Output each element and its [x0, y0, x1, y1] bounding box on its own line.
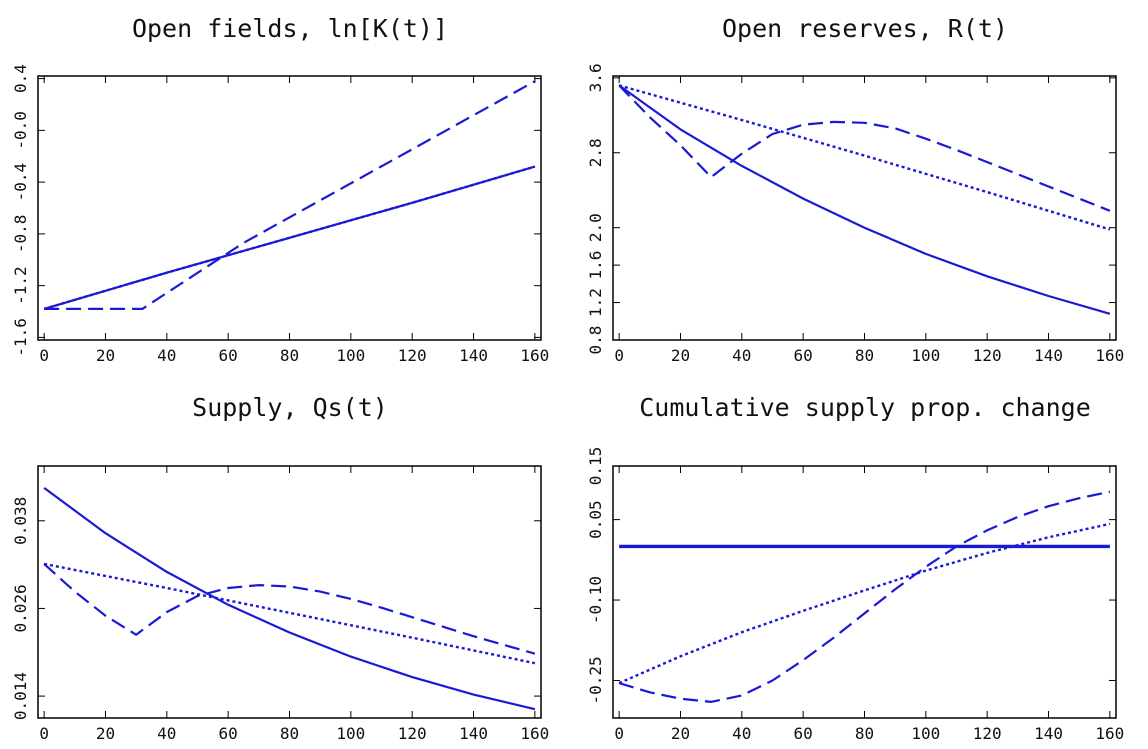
y-tick-label: 2.0 [586, 213, 605, 242]
y-tick-label: 0.8 [586, 326, 605, 355]
panel-supply: Supply, Qs(t) 0 20 40 60 80 100 120 140 160 0.014… [11, 393, 549, 743]
x-tick-label: 120 [973, 724, 1002, 743]
y-tick-label: 0.4 [11, 64, 30, 93]
panel-title: Open reserves, R(t) [722, 14, 1008, 43]
y-tick-label: 0.038 [11, 497, 30, 545]
y-tick-label: -1.6 [11, 318, 30, 357]
x-tick-label: 120 [973, 346, 1002, 365]
plot-frame [38, 466, 541, 718]
x-tick-label: 20 [671, 724, 690, 743]
x-tick-label: 140 [1034, 346, 1063, 365]
y-tick-label: -0.10 [586, 576, 605, 624]
x-tick-label: 20 [96, 346, 115, 365]
y-tick-label: 0.026 [11, 584, 30, 632]
x-tick-label: 0 [39, 346, 49, 365]
y-tick-label: -0.25 [586, 656, 605, 704]
plot-frame [613, 466, 1116, 718]
panel-title: Open fields, ln[K(t)] [132, 14, 448, 43]
plot-frame [38, 76, 541, 340]
x-tick-label: 20 [96, 724, 115, 743]
x-tick-label: 0 [614, 724, 624, 743]
y-tick-label: 1.6 [586, 251, 605, 280]
panel-title: Cumulative supply prop. change [639, 393, 1091, 422]
series-line-dashed [619, 492, 1110, 702]
y-tick-label: -1.2 [11, 266, 30, 305]
x-tick-label: 100 [911, 724, 940, 743]
y-tick-label: -0.0 [11, 111, 30, 150]
panel-title: Supply, Qs(t) [192, 393, 388, 422]
x-tick-label: 40 [157, 724, 176, 743]
y-tick-label: 3.6 [586, 63, 605, 92]
y-tick-label: 0.014 [11, 672, 30, 720]
x-tick-label: 80 [855, 346, 874, 365]
series-line-dashed [619, 85, 1110, 210]
panel-open-fields: Open fields, ln[K(t)] 0 20 40 60 80 100 120 140… [11, 14, 549, 365]
series-line-solid [619, 85, 1110, 313]
series-line-dotted [44, 564, 535, 663]
x-tick-label: 40 [732, 724, 751, 743]
y-tick-label: -0.8 [11, 215, 30, 254]
x-tick-label: 160 [520, 346, 549, 365]
x-tick-label: 120 [398, 346, 427, 365]
x-tick-label: 60 [794, 724, 813, 743]
x-tick-label: 140 [459, 724, 488, 743]
y-tick-label: 0.15 [586, 447, 605, 486]
x-tick-label: 20 [671, 346, 690, 365]
panel-cumulative-supply: Cumulative supply prop. change 0 20 40 60 80… [586, 393, 1124, 743]
x-tick-label: 80 [280, 724, 299, 743]
x-tick-label: 100 [336, 724, 365, 743]
series-line-solid [44, 488, 535, 709]
x-tick-label: 60 [219, 346, 238, 365]
x-tick-label: 0 [39, 724, 49, 743]
y-tick-label: 1.2 [586, 288, 605, 317]
y-tick-label: -0.4 [11, 163, 30, 202]
x-tick-label: 160 [1095, 346, 1124, 365]
x-tick-label: 160 [520, 724, 549, 743]
y-tick-label: 0.05 [586, 500, 605, 539]
series-line-dashed [44, 81, 535, 309]
panel-open-reserves: Open reserves, R(t) 0 20 40 60 80 100 120 140 16… [586, 14, 1124, 365]
x-tick-label: 140 [459, 346, 488, 365]
x-tick-label: 60 [794, 346, 813, 365]
y-tick-label: 2.8 [586, 138, 605, 167]
x-tick-label: 160 [1095, 724, 1124, 743]
x-tick-label: 80 [280, 346, 299, 365]
x-tick-label: 40 [732, 346, 751, 365]
x-tick-label: 140 [1034, 724, 1063, 743]
x-tick-label: 0 [614, 346, 624, 365]
x-tick-label: 120 [398, 724, 427, 743]
x-tick-label: 40 [157, 346, 176, 365]
x-tick-label: 80 [855, 724, 874, 743]
x-tick-label: 100 [911, 346, 940, 365]
x-tick-label: 60 [219, 724, 238, 743]
x-tick-label: 100 [336, 346, 365, 365]
series-line-dotted [619, 85, 1110, 229]
